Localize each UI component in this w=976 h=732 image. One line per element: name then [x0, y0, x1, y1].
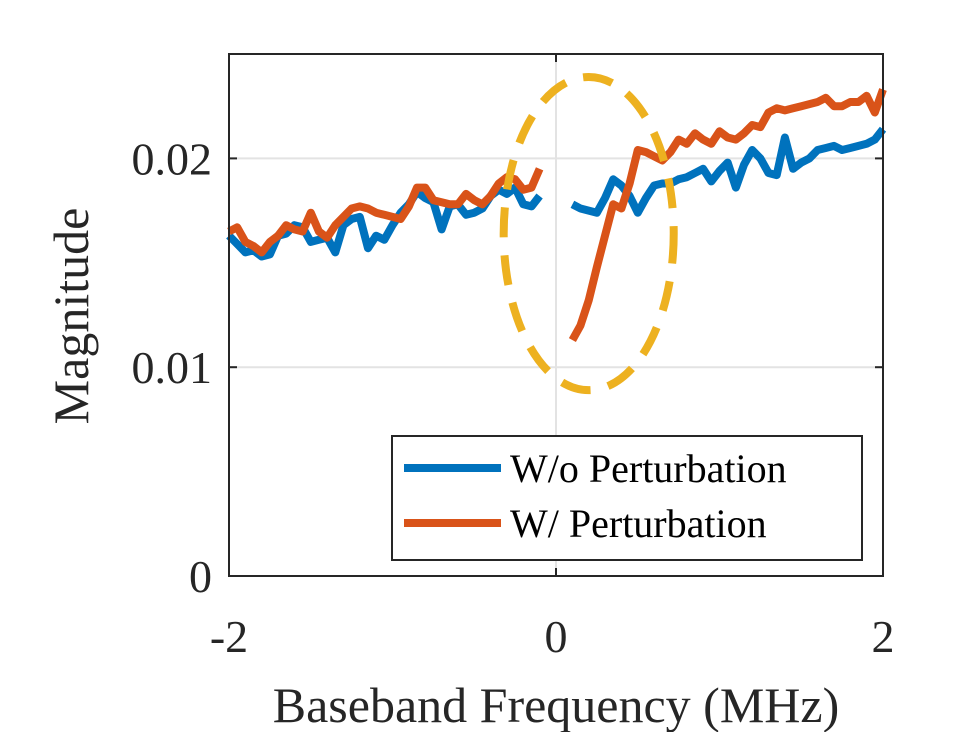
x-tick-label: -2	[210, 611, 248, 662]
tick-labels: -2 0 2 0 0.01 0.02	[132, 133, 895, 662]
annotation-layer	[499, 72, 678, 395]
series-line-w-perturbation	[568, 88, 887, 343]
legend-label-w-perturbation: W/ Perturbation	[510, 501, 767, 546]
x-tick-label: 2	[872, 611, 895, 662]
y-axis-label: Magnitude	[43, 208, 99, 425]
x-axis-label: Baseband Frequency (MHz)	[273, 677, 839, 732]
y-tick-label: 0.02	[132, 133, 213, 184]
x-tick-label: 0	[545, 611, 568, 662]
series-line-w-perturbation	[227, 167, 544, 257]
y-tick-label: 0	[189, 551, 212, 602]
legend-box	[391, 435, 863, 561]
ticks	[228, 54, 884, 577]
y-tick-label: 0.01	[132, 342, 213, 393]
legend: W/o Perturbation W/ Perturbation	[391, 435, 863, 561]
legend-label-wo-perturbation: W/o Perturbation	[510, 446, 787, 491]
annotation-dashed-ellipse	[499, 72, 678, 395]
series-layer	[226, 88, 887, 343]
